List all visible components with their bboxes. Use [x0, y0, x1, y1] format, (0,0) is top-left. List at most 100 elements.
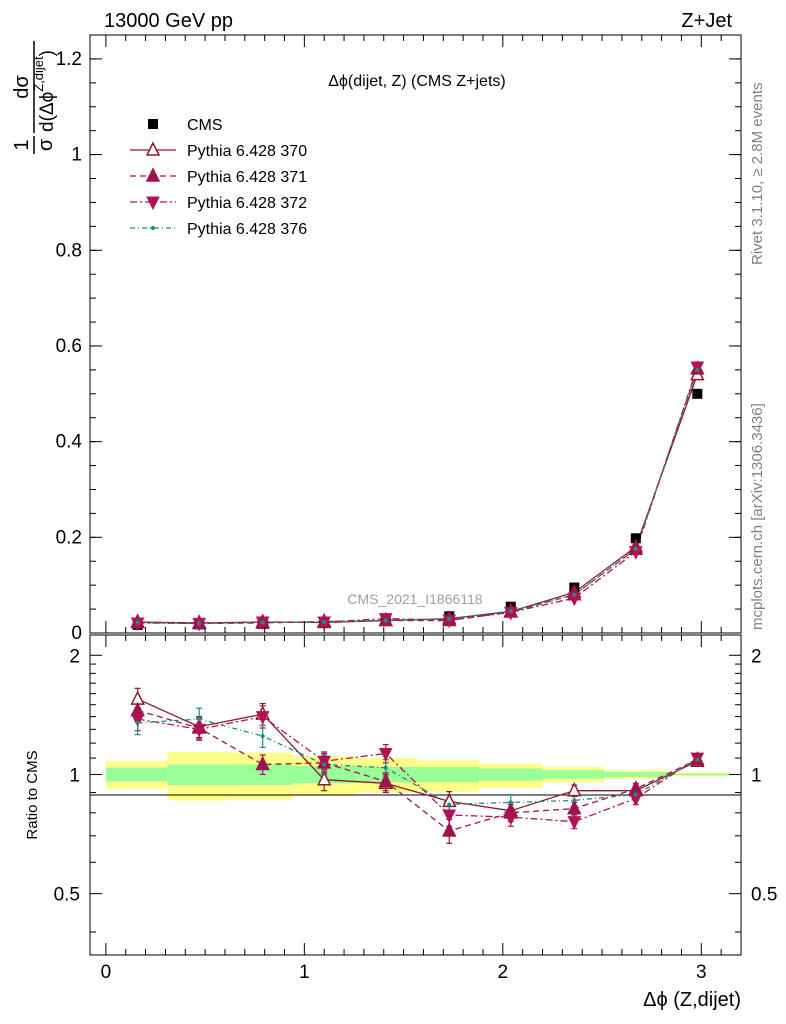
main-point-p376: [695, 367, 700, 372]
ratio-y-tick-label-right: 0.5: [751, 885, 777, 906]
ratio-point-p372: [567, 816, 582, 830]
ratio-point-p371: [378, 772, 393, 788]
x-tick-label: 3: [696, 962, 707, 983]
energy-label: 13000 GeV pp: [104, 10, 233, 32]
main-y-tick-label: 0: [71, 623, 82, 644]
ratio-line-p371: [137, 709, 698, 832]
ratio-band-inner: [167, 764, 231, 786]
ratio-y-tick-label-right: 1: [751, 765, 762, 786]
main-line-p376: [137, 369, 698, 625]
legend-label-p371: Pythia 6.428 371: [187, 169, 307, 186]
ratio-line-p372: [137, 715, 698, 823]
ratio-point-p372: [255, 711, 270, 725]
main-point-p376: [447, 616, 452, 621]
ratio-point-p376: [508, 800, 513, 805]
main-title: Δϕ(dijet, Z) (CMS Z+jets): [328, 73, 505, 90]
ratio-point-p376: [695, 757, 700, 762]
ratio-point-p372: [378, 747, 393, 762]
ratio-point-p376: [633, 792, 638, 797]
ratio-point-p376: [135, 720, 140, 725]
main-y-tick-label: 0.4: [56, 432, 83, 453]
main-point-p372: [628, 546, 643, 560]
ratio-point-p372: [192, 723, 206, 738]
main-point-cms: [692, 388, 703, 399]
main-point-p376: [260, 620, 265, 625]
ratio-point-p371: [628, 780, 644, 795]
svg-text:dσ: dσ: [11, 75, 33, 99]
ratio-axes-layer: 0.5 0.5 1 1 2 2 0 1 2 3: [54, 635, 777, 983]
main-line-p372: [137, 366, 698, 625]
ratio-point-p376: [322, 762, 327, 767]
svg-text:d(ΔϕZ,dijet): d(ΔϕZ,dijet): [31, 50, 58, 132]
main-y-tick-label: 1: [71, 145, 82, 166]
ratio-point-p376: [197, 717, 202, 722]
mcplots-label: mcplots.cern.ch [arXiv:1306.3436]: [749, 403, 766, 630]
ratio-point-p370: [567, 782, 582, 797]
ratio-panel: 0.5 0.5 1 1 2 2 0 1 2 3 Ratio to CMS Δϕ (Z,dijet): [24, 634, 777, 1011]
main-panel: 0 0.2 0.4 0.6 0.8 1 1.2 Δϕ(dijet, Z) (CMS Z+je…: [11, 34, 742, 644]
ratio-point-p372: [130, 713, 145, 728]
ratio-band-inner: [604, 771, 668, 778]
ratio-frame: [89, 634, 742, 956]
legend-label-p372: Pythia 6.428 372: [187, 195, 307, 212]
svg-text:1: 1: [11, 139, 33, 150]
ratio-point-p376: [447, 802, 452, 807]
svg-text:σ: σ: [35, 138, 57, 151]
ratio-band-inner: [105, 767, 168, 782]
ratio-line-p370: [137, 698, 698, 812]
ratio-point-p372: [442, 809, 457, 824]
main-point-p376: [197, 621, 202, 626]
ratio-point-p376: [383, 765, 388, 770]
legend-label-p376: Pythia 6.428 376: [187, 221, 307, 238]
main-point-p376: [322, 619, 327, 624]
ratio-point-p371: [567, 799, 582, 815]
ratio-band-inner: [479, 768, 543, 781]
ratio-band-inner: [667, 773, 730, 776]
main-y-tick-label: 0.8: [56, 240, 82, 261]
ratio-point-p372: [503, 811, 518, 826]
ratio-y-tick-label: 1: [69, 765, 80, 786]
ratio-y-axis-label: Ratio to CMS: [24, 750, 41, 839]
main-frame: [89, 34, 742, 634]
main-point-p376: [508, 608, 513, 613]
ratio-point-p372: [317, 755, 332, 770]
legend-label-cms: CMS: [187, 117, 223, 134]
main-point-p376: [135, 620, 140, 625]
rivet-label: Rivet 3.1.10, ≥ 2.8M events: [749, 83, 766, 266]
ratio-point-p371: [255, 755, 270, 771]
legend-marker-p371: [145, 167, 161, 182]
main-point-p376: [572, 592, 577, 597]
ratio-point-p376: [260, 734, 265, 739]
main-y-tick-label: 0.2: [56, 527, 82, 548]
x-tick-label: 1: [299, 962, 310, 983]
process-label: Z+Jet: [681, 10, 732, 32]
main-axes-layer: 0 0.2 0.4 0.6 0.8 1 1.2: [56, 35, 741, 644]
main-series-layer: [130, 360, 705, 632]
ratio-band-inner: [417, 766, 480, 783]
ratio-point-p376: [572, 798, 577, 803]
ratio-point-p370: [316, 771, 332, 786]
ratio-series-layer: [130, 687, 705, 844]
main-point-p376: [633, 546, 638, 551]
analysis-watermark: CMS_2021_I1866118: [347, 591, 482, 607]
main-line-p370: [137, 374, 698, 624]
main-point-p372: [503, 606, 518, 621]
x-tick-label: 0: [101, 962, 112, 983]
main-point-p372: [442, 614, 457, 629]
ratio-band-inner: [542, 770, 605, 779]
main-line-p371: [137, 368, 698, 625]
legend-marker-p372: [146, 196, 160, 211]
legend-marker-cms: [148, 119, 158, 129]
ratio-y-tick-label: 0.5: [54, 885, 80, 906]
legend: CMS Pythia 6.428 370 Pythia 6.428 371 Pythi…: [130, 117, 307, 238]
legend-marker-p376: [151, 226, 155, 230]
x-axis-label: Δϕ (Z,dijet): [643, 989, 741, 1011]
x-tick-label: 2: [498, 962, 509, 983]
ratio-point-p371: [442, 822, 457, 837]
main-y-tick-label: 1.2: [56, 49, 82, 70]
main-y-tick-label: 0.6: [56, 336, 82, 357]
ratio-y-tick-label-right: 2: [751, 646, 762, 667]
main-y-axis-label: 1 σ dσ d(ΔϕZ,dijet): [11, 41, 58, 154]
legend-label-p370: Pythia 6.428 370: [187, 143, 307, 160]
